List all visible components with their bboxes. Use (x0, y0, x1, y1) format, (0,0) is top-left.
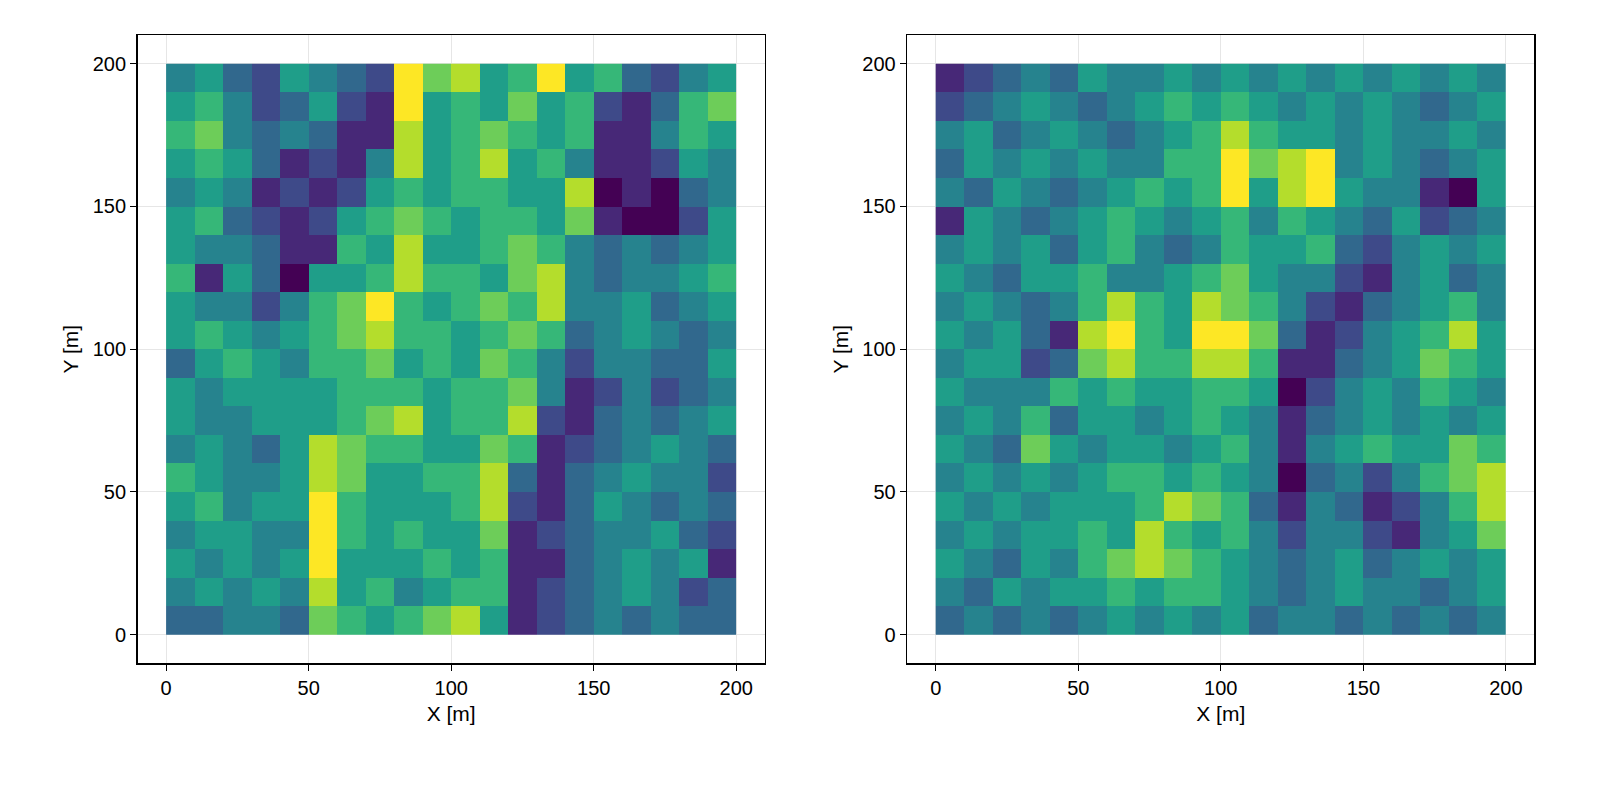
svg-text:0: 0 (161, 677, 172, 699)
svg-text:200: 200 (862, 53, 895, 75)
svg-text:150: 150 (862, 195, 895, 217)
svg-text:50: 50 (298, 677, 320, 699)
svg-text:50: 50 (104, 481, 126, 503)
svg-text:150: 150 (577, 677, 610, 699)
svg-text:200: 200 (93, 53, 126, 75)
svg-text:50: 50 (873, 481, 895, 503)
svg-text:0: 0 (115, 624, 126, 646)
svg-text:50: 50 (1067, 677, 1089, 699)
svg-text:100: 100 (862, 338, 895, 360)
svg-text:Y [m]: Y [m] (829, 325, 852, 374)
svg-text:0: 0 (885, 624, 896, 646)
svg-text:100: 100 (435, 677, 468, 699)
svg-text:200: 200 (720, 677, 753, 699)
svg-text:100: 100 (93, 338, 126, 360)
svg-text:0: 0 (930, 677, 941, 699)
svg-text:X [m]: X [m] (427, 702, 476, 725)
svg-text:150: 150 (1347, 677, 1380, 699)
svg-text:100: 100 (1204, 677, 1237, 699)
svg-text:150: 150 (93, 195, 126, 217)
svg-text:200: 200 (1489, 677, 1522, 699)
svg-text:Y [m]: Y [m] (59, 325, 82, 374)
svg-text:X [m]: X [m] (1196, 702, 1245, 725)
